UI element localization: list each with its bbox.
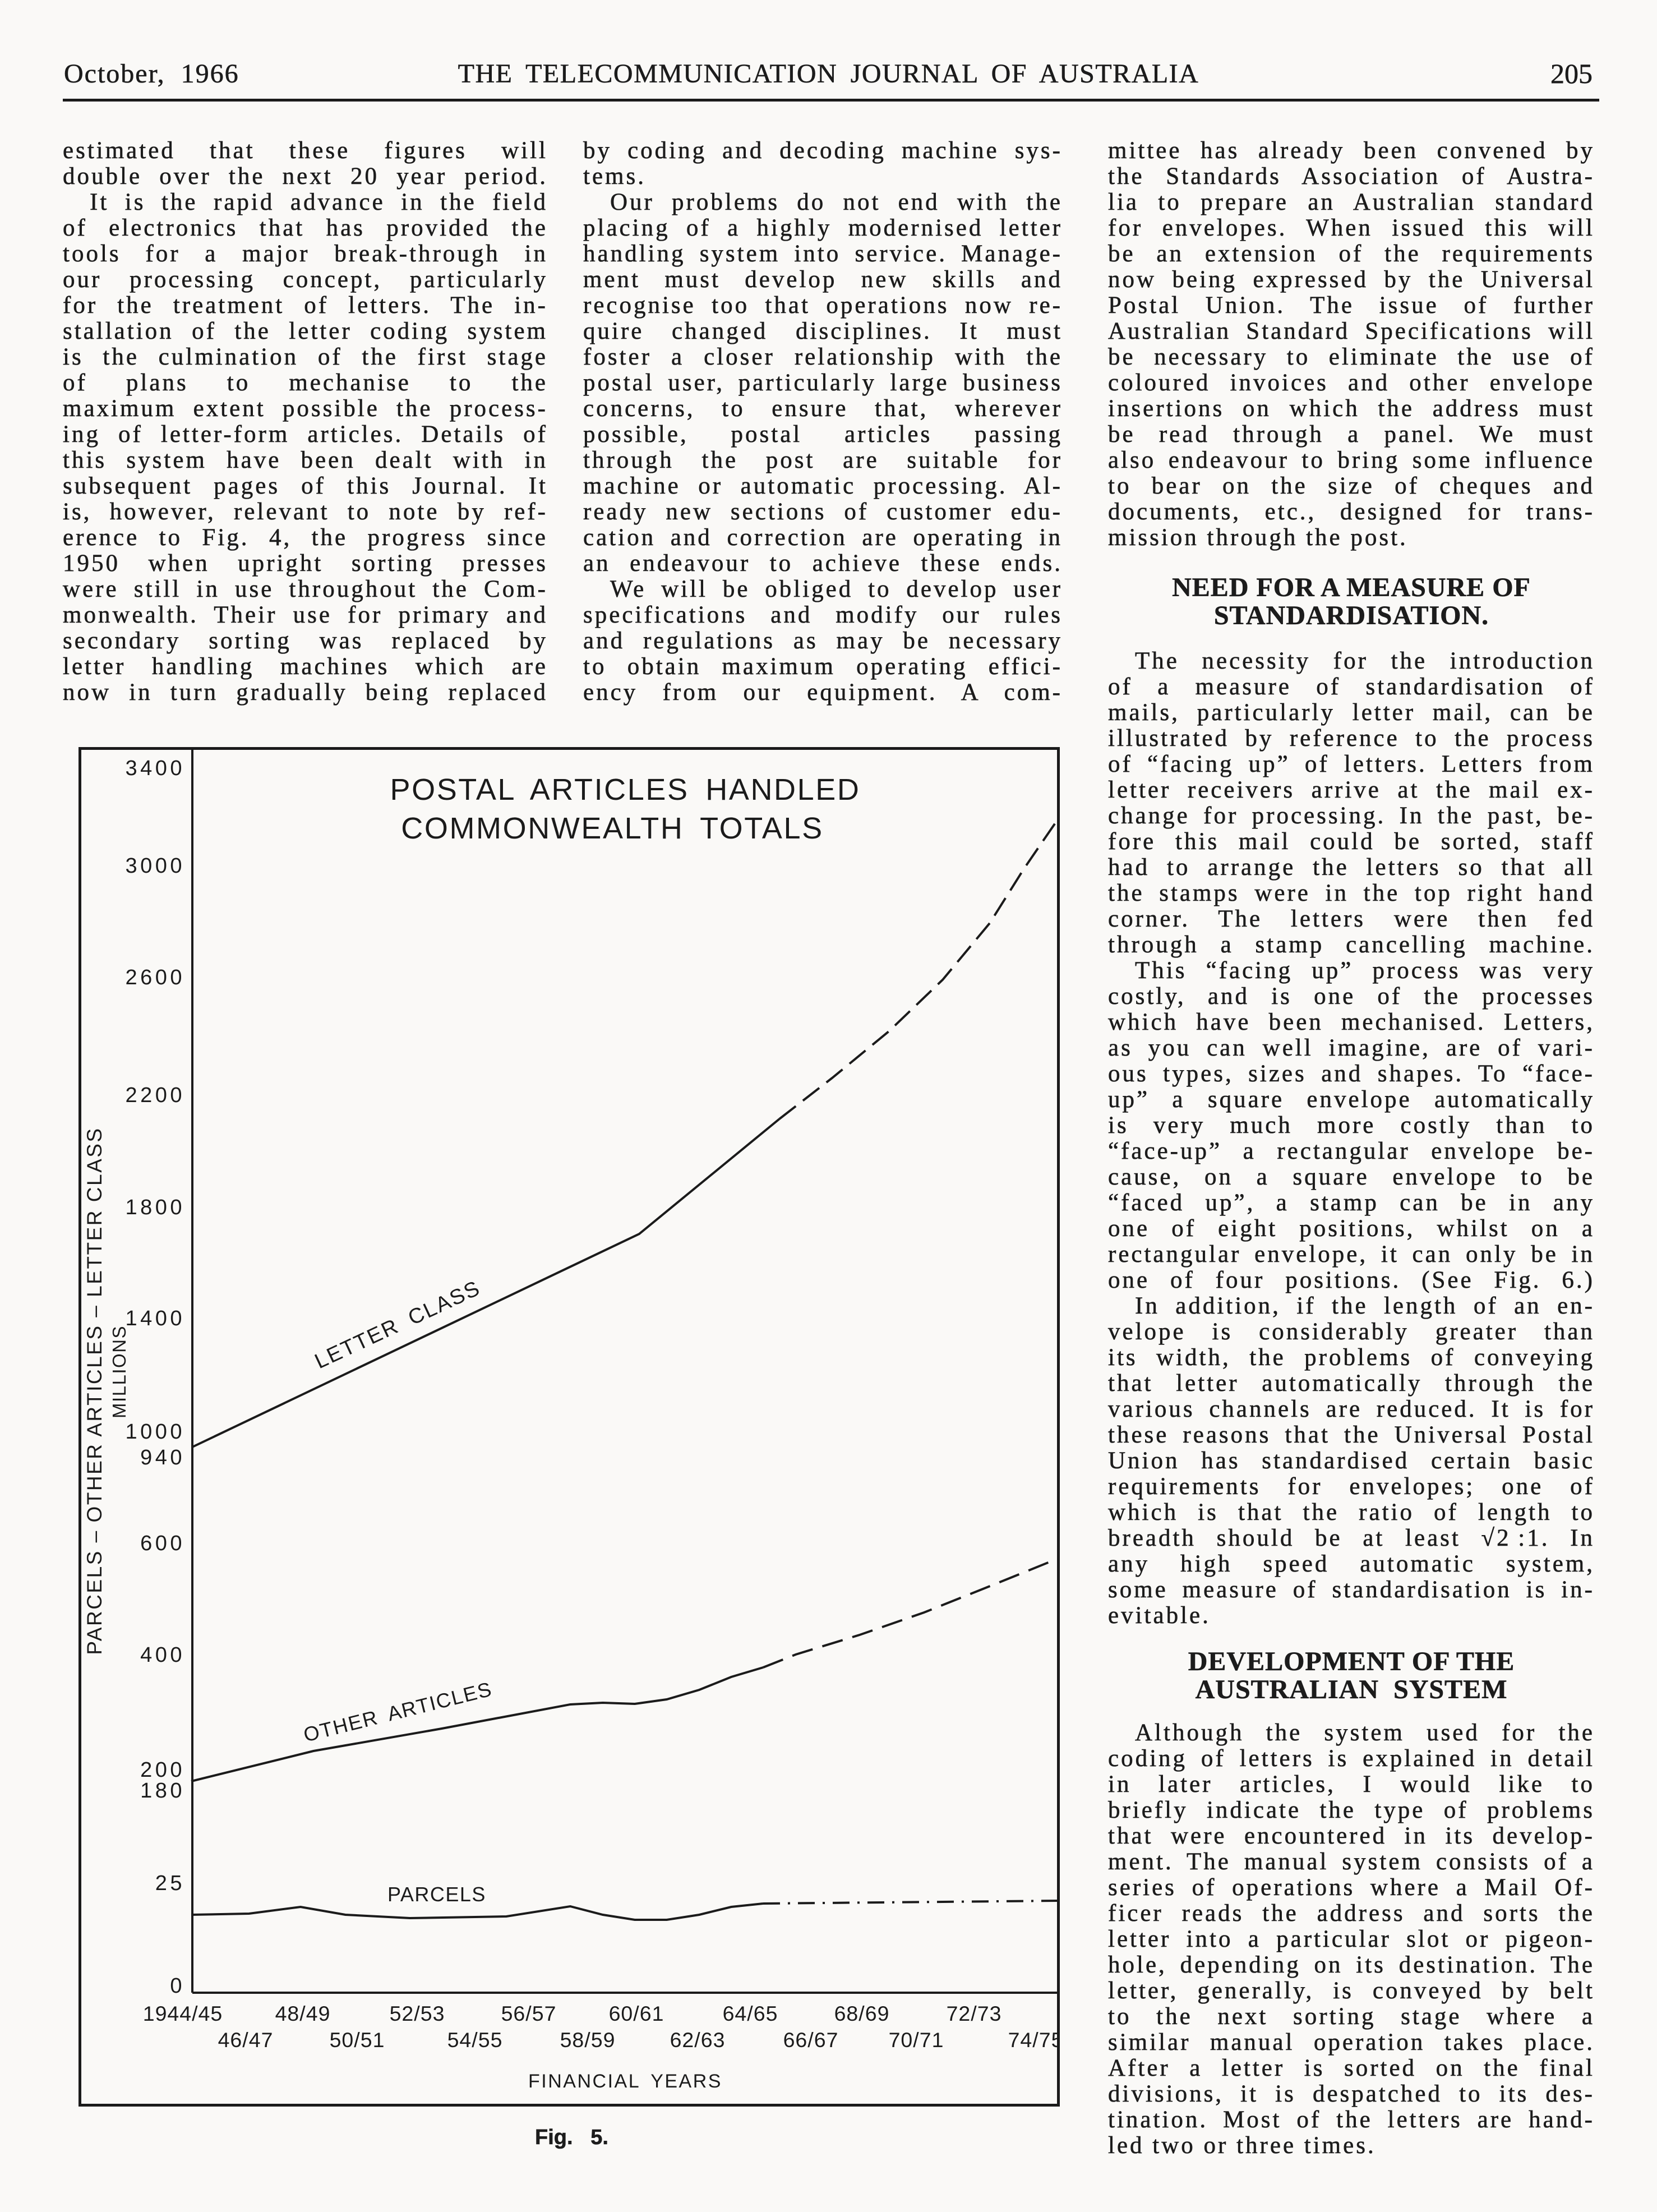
svg-text:56/57: 56/57 [501,2002,557,2025]
svg-text:74/75: 74/75 [1008,2028,1060,2052]
svg-text:70/71: 70/71 [889,2028,944,2052]
svg-text:68/69: 68/69 [834,2002,890,2025]
svg-text:2200: 2200 [125,1084,185,1107]
svg-text:72/73: 72/73 [947,2002,1002,2025]
svg-text:1944/45: 1944/45 [143,2002,223,2025]
svg-text:48/49: 48/49 [275,2002,331,2025]
svg-text:1800: 1800 [125,1196,185,1219]
svg-text:25: 25 [155,1872,185,1895]
svg-text:400: 400 [140,1643,185,1667]
svg-text:1400: 1400 [125,1307,185,1330]
svg-text:POSTAL ARTICLES HANDLED: POSTAL ARTICLES HANDLED [390,773,860,807]
svg-text:200: 200 [140,1758,185,1782]
svg-text:50/51: 50/51 [330,2028,385,2052]
svg-text:64/65: 64/65 [723,2002,778,2025]
svg-text:3400: 3400 [125,757,185,780]
svg-text:1000: 1000 [125,1420,185,1444]
svg-text:60/61: 60/61 [609,2002,664,2025]
svg-text:3000: 3000 [125,854,185,878]
svg-text:MILLIONS: MILLIONS [109,1325,130,1418]
svg-text:0: 0 [170,1974,185,1998]
svg-text:62/63: 62/63 [670,2028,726,2052]
svg-text:FINANCIAL YEARS: FINANCIAL YEARS [528,2071,722,2092]
svg-text:52/53: 52/53 [390,2002,445,2025]
svg-text:54/55: 54/55 [447,2028,503,2052]
svg-text:PARCELS: PARCELS [387,1883,486,1906]
svg-text:46/47: 46/47 [218,2028,274,2052]
svg-text:2600: 2600 [125,966,185,989]
svg-text:180: 180 [140,1779,185,1803]
svg-text:LETTER CLASS: LETTER CLASS [311,1276,484,1374]
svg-text:PARCELS – OTHER ARTICLES – LET: PARCELS – OTHER ARTICLES – LETTER CLASS [83,1127,106,1655]
svg-text:COMMONWEALTH TOTALS: COMMONWEALTH TOTALS [401,812,823,845]
svg-text:940: 940 [140,1446,185,1469]
svg-text:58/59: 58/59 [560,2028,616,2052]
svg-text:600: 600 [140,1532,185,1555]
svg-text:66/67: 66/67 [783,2028,839,2052]
